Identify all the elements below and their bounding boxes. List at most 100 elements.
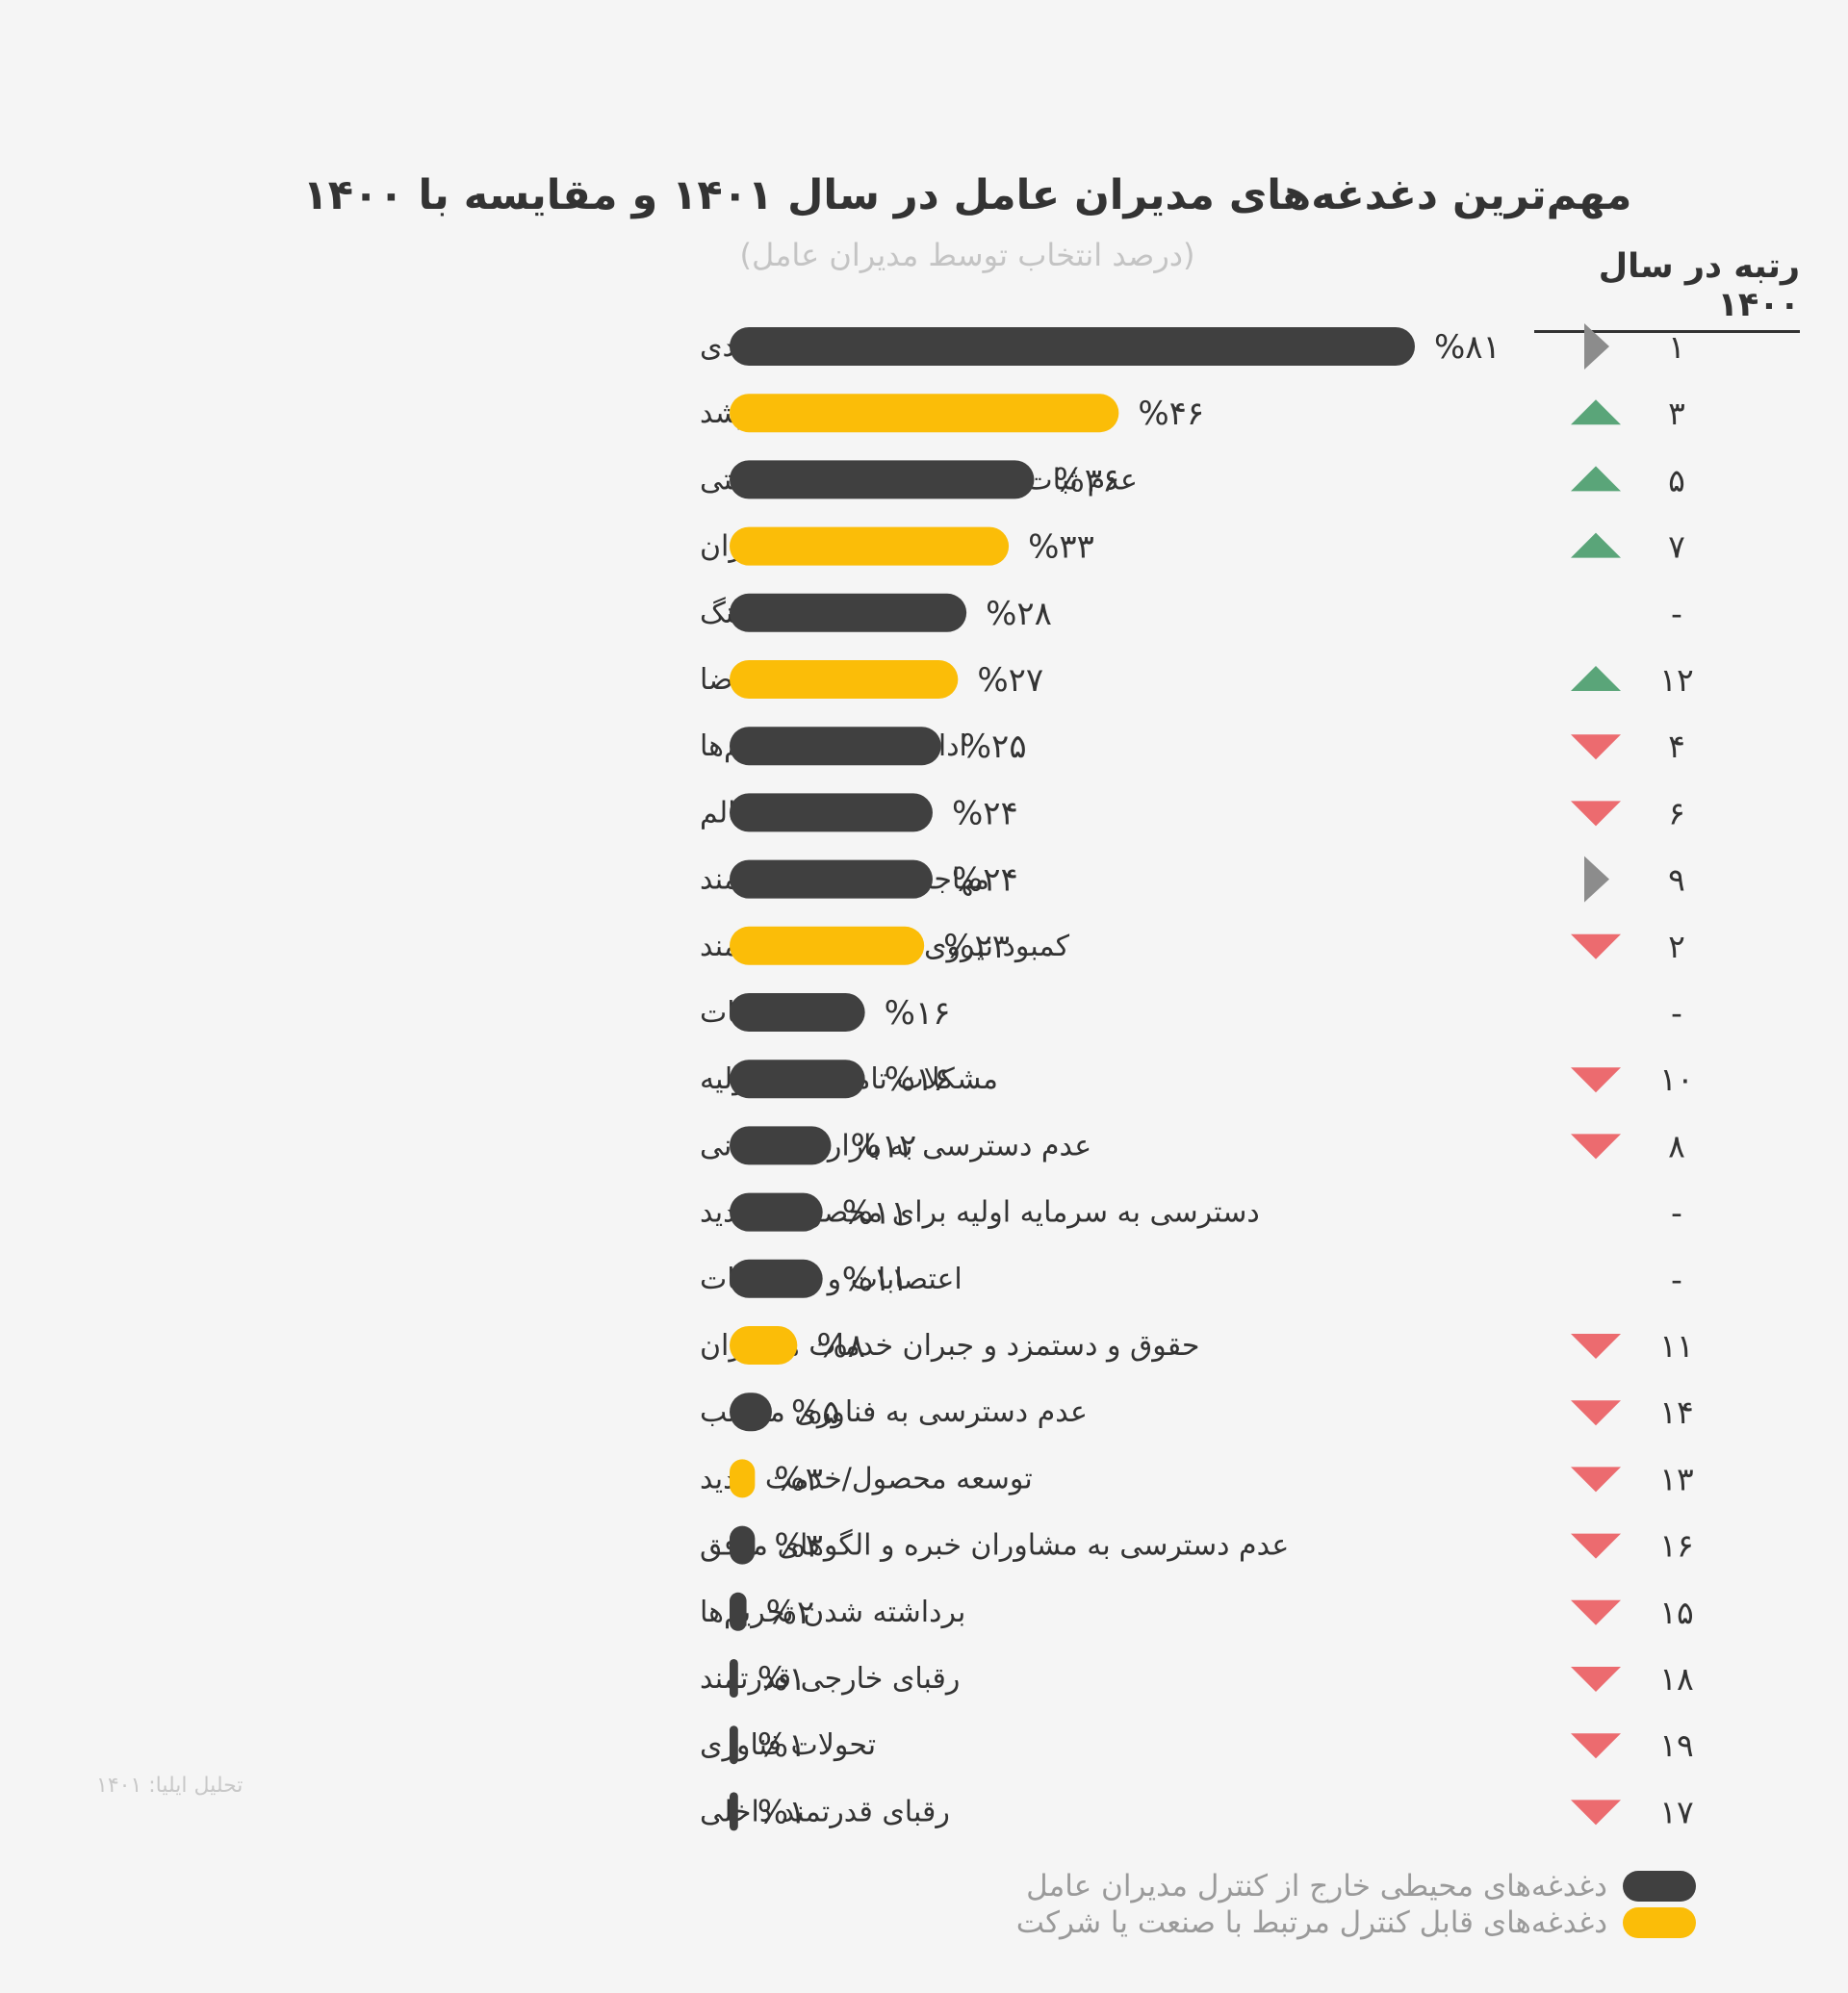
bar <box>730 1792 738 1831</box>
value-label: %۲۷ <box>977 661 1043 700</box>
value-label: %۱۱ <box>842 1194 909 1233</box>
bar <box>730 460 1035 499</box>
legend-item-controllable: دغدغه‌های قابل کنترل مرتبط با صنعت یا شر… <box>866 1904 1696 1942</box>
legend-label-external: دغدغه‌های محیطی خارج از کنترل مدیران عام… <box>1026 1869 1607 1904</box>
value-label: %۱ <box>757 1726 807 1765</box>
rank-value: - <box>1671 595 1682 632</box>
value-label: %۵ <box>791 1393 840 1432</box>
category-label: تحولات فناوری <box>700 1728 876 1762</box>
value-label: %۲۵ <box>961 728 1027 766</box>
value-label: %۱۱ <box>842 1261 909 1299</box>
trend-unchanged-icon <box>1584 856 1609 903</box>
rank-value: - <box>1671 1261 1682 1298</box>
trend-down-icon <box>1571 734 1621 760</box>
bar <box>730 859 933 899</box>
rank-value: ۱۵ <box>1659 1594 1693 1631</box>
category-label: توسعه محصول/خدمت جدید <box>700 1462 1033 1495</box>
trend-down-icon <box>1571 1800 1621 1826</box>
rank-column-header: رتبه در سال ۱۴۰۰ <box>1534 247 1800 333</box>
bar <box>730 1393 772 1432</box>
trend-up-icon <box>1571 666 1621 691</box>
value-label: %۳۶ <box>1053 461 1119 499</box>
trend-down-icon <box>1571 1533 1621 1559</box>
rank-value: ۱ <box>1668 328 1685 366</box>
value-label: %۲۳ <box>943 928 1010 966</box>
value-label: %۴۶ <box>1138 395 1204 433</box>
rank-value: ۸ <box>1668 1127 1685 1164</box>
bar <box>730 526 1010 566</box>
rank-value: - <box>1671 1194 1682 1232</box>
value-label: %۲۸ <box>986 595 1052 633</box>
bar <box>730 993 865 1032</box>
value-label: %۸۱ <box>1434 328 1501 367</box>
rank-value: ۱۶ <box>1659 1527 1693 1565</box>
value-label: %۲۴ <box>952 861 1018 900</box>
rank-value: ۲ <box>1668 928 1685 965</box>
rank-value: ۱۲ <box>1659 661 1693 699</box>
value-label: %۱ <box>757 1793 807 1831</box>
trend-up-icon <box>1571 399 1621 425</box>
bar <box>730 926 925 965</box>
legend-swatch-external <box>1623 1871 1696 1902</box>
rank-value: ۱۳ <box>1659 1460 1693 1497</box>
bar <box>730 1525 756 1565</box>
rank-value: ۳ <box>1668 395 1685 432</box>
value-label: %۲۴ <box>952 794 1018 832</box>
bar <box>730 1192 823 1232</box>
rank-value: ۱۷ <box>1659 1793 1693 1830</box>
bar <box>730 1725 738 1765</box>
trend-down-icon <box>1571 1334 1621 1359</box>
rank-value: ۱۱ <box>1659 1327 1693 1365</box>
rank-value: ۴ <box>1668 728 1685 765</box>
rank-value: ۱۸ <box>1659 1660 1693 1698</box>
rank-value: - <box>1671 994 1682 1032</box>
trend-down-icon <box>1571 1599 1621 1625</box>
trend-unchanged-icon <box>1584 323 1609 370</box>
trend-up-icon <box>1571 532 1621 558</box>
trend-down-icon <box>1571 1134 1621 1160</box>
legend-item-external: دغدغه‌های محیطی خارج از کنترل مدیران عام… <box>866 1867 1696 1905</box>
rank-value: ۱۴ <box>1659 1393 1693 1431</box>
value-label: %۳ <box>774 1460 823 1498</box>
rank-value: ۱۹ <box>1659 1726 1693 1764</box>
bar <box>730 1060 865 1099</box>
bar <box>730 1659 738 1698</box>
trend-down-icon <box>1571 1467 1621 1493</box>
bar <box>730 1259 823 1298</box>
trend-down-icon <box>1571 1400 1621 1426</box>
bar <box>730 593 967 632</box>
bar <box>730 394 1119 433</box>
trend-down-icon <box>1571 801 1621 827</box>
bar <box>730 660 959 699</box>
category-label: رقبای قدرتمند داخلی <box>700 1795 950 1828</box>
legend-swatch-controllable <box>1623 1907 1696 1938</box>
category-label: رقبای خارجی قدرتمند <box>700 1662 960 1696</box>
rank-value: ۷ <box>1668 528 1685 566</box>
value-label: %۱۶ <box>885 1060 951 1099</box>
bar <box>730 1126 832 1165</box>
source-note: تحلیل ایلیا: ۱۴۰۱ <box>96 1774 244 1798</box>
trend-down-icon <box>1571 1667 1621 1692</box>
value-label: %۳۳ <box>1028 528 1094 567</box>
value-label: %۲ <box>766 1594 815 1632</box>
bar <box>730 793 933 832</box>
chart-subtitle: (درصد انتخاب توسط مدیران عامل) <box>739 237 1195 273</box>
bar <box>730 1592 747 1631</box>
trend-down-icon <box>1571 1067 1621 1093</box>
value-label: %۱۲ <box>850 1127 916 1165</box>
value-label: %۱ <box>757 1660 807 1699</box>
rank-value: ۶ <box>1668 794 1685 831</box>
legend-label-controllable: دغدغه‌های قابل کنترل مرتبط با صنعت یا شر… <box>1015 1905 1607 1940</box>
trend-down-icon <box>1571 933 1621 959</box>
rank-value: ۹ <box>1668 861 1685 899</box>
value-label: %۸ <box>816 1327 865 1366</box>
bar <box>730 727 941 766</box>
value-label: %۳ <box>774 1527 823 1566</box>
bar <box>730 327 1415 366</box>
bar <box>730 1459 756 1498</box>
rank-value: ۱۰ <box>1659 1060 1693 1098</box>
chart-title: مهم‌ترین دغدغه‌های مدیران عامل در سال ۱۴… <box>302 171 1632 219</box>
value-label: %۱۶ <box>885 994 951 1033</box>
trend-down-icon <box>1571 1733 1621 1759</box>
